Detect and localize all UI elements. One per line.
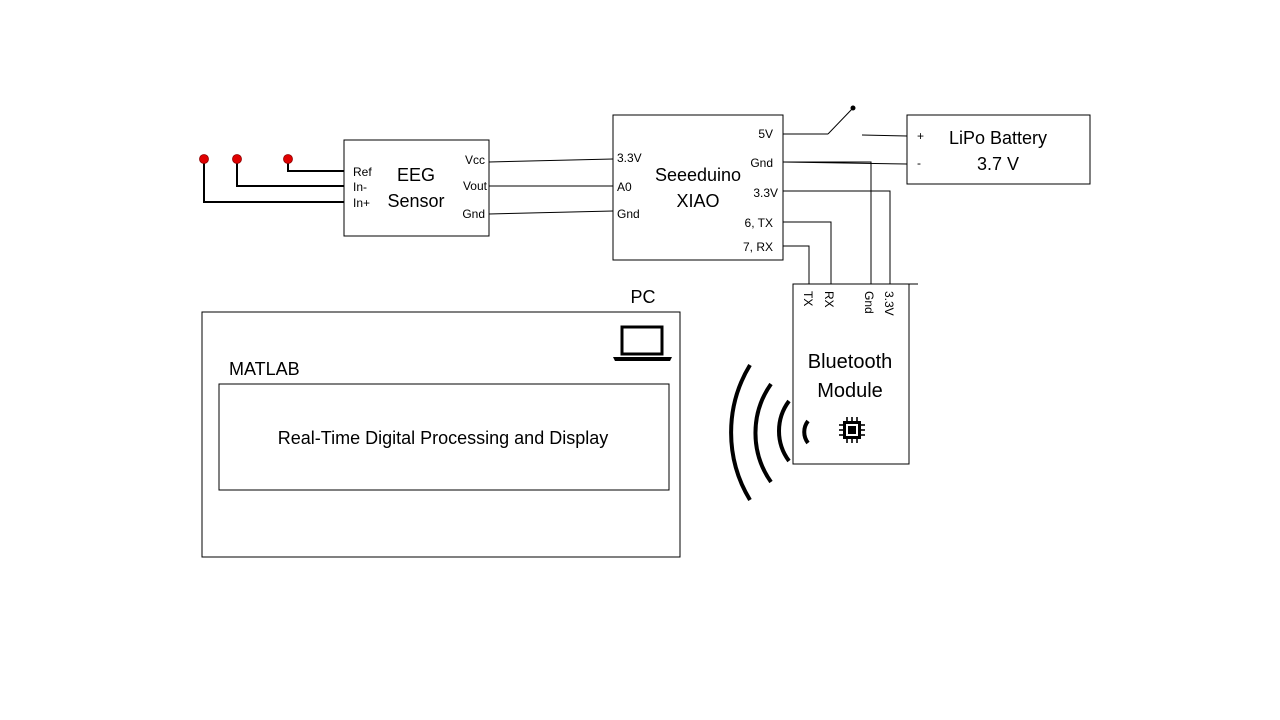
battery-title: LiPo Battery <box>949 128 1047 148</box>
lead-in-plus <box>203 159 345 203</box>
battery-plus-label: + <box>917 129 924 143</box>
wireless-signal-icon <box>729 363 810 502</box>
pc-label: PC <box>630 287 655 307</box>
bluetooth-title-1: Bluetooth <box>808 351 893 373</box>
signal-arc-4 <box>729 363 752 502</box>
bluetooth-block: TX RX Gnd 3.3V Bluetooth Module <box>792 283 918 465</box>
electrode-in-minus <box>232 154 242 164</box>
eeg-pin-vcc: Vcc <box>465 153 485 167</box>
wire-gnd-gnd <box>488 210 614 215</box>
power-switch <box>783 105 908 137</box>
sensor-mcu-wires <box>488 158 614 215</box>
bt-pin-rx: RX <box>822 291 836 308</box>
signal-arc-1 <box>802 419 810 445</box>
wire-rx-bt-tx <box>783 245 810 284</box>
electrode-leads <box>199 154 345 203</box>
battery-block: + - LiPo Battery 3.7 V <box>906 114 1091 185</box>
mcu-pin-gnd-right: Gnd <box>750 156 773 170</box>
bluetooth-title-2: Module <box>817 380 883 402</box>
signal-arc-2 <box>777 399 791 463</box>
electrode-in-plus <box>199 154 209 164</box>
eeg-pin-ref: Ref <box>353 165 372 179</box>
signal-arc-3 <box>753 382 773 484</box>
laptop-icon <box>613 325 672 361</box>
wire-gnd-bt-gnd <box>783 161 872 284</box>
mcu-bluetooth-wires <box>782 161 908 284</box>
switch-lever <box>827 107 854 135</box>
mcu-pin-gnd-left: Gnd <box>617 207 640 221</box>
eeg-sensor-block: EEG Sensor Ref In- In+ Vcc Vout Gnd <box>343 139 490 237</box>
eeg-pin-gnd: Gnd <box>462 207 485 221</box>
eeg-pin-vout: Vout <box>463 179 488 193</box>
pc-block: PC MATLAB Real-Time Digital Processing a… <box>201 287 681 558</box>
mcu-block: Seeeduino XIAO 3.3V A0 Gnd 5V Gnd 3.3V 6… <box>612 114 784 261</box>
battery-voltage: 3.7 V <box>977 154 1019 174</box>
mcu-title-1: Seeeduino <box>655 165 741 185</box>
battery-minus-label: - <box>917 156 921 170</box>
wire-tx-bt-rx <box>783 221 832 284</box>
wire-3v3-bt-3v3 <box>783 190 891 284</box>
processing-box <box>218 383 670 491</box>
lead-ref <box>287 159 345 172</box>
battery-box <box>906 114 1091 185</box>
eeg-pin-in-plus: In+ <box>353 196 370 210</box>
switch-pivot <box>850 105 856 111</box>
mcu-pin-3v3-right: 3.3V <box>753 186 778 200</box>
processing-label: Real-Time Digital Processing and Display <box>278 428 608 448</box>
eeg-sensor-title-1: EEG <box>397 165 435 185</box>
mcu-pin-rx: 7, RX <box>743 240 773 254</box>
eeg-sensor-box <box>343 139 490 237</box>
eeg-pin-in-minus: In- <box>353 180 367 194</box>
eeg-sensor-title-2: Sensor <box>387 191 444 211</box>
bt-pin-gnd: Gnd <box>862 291 876 314</box>
wire-switch-battery-plus <box>861 134 908 137</box>
bt-pin-3v3: 3.3V <box>882 291 896 316</box>
matlab-label: MATLAB <box>229 359 300 379</box>
mcu-title-2: XIAO <box>676 191 719 211</box>
mcu-pin-3v3-left: 3.3V <box>617 151 642 165</box>
chip-icon <box>839 417 865 443</box>
lead-in-minus <box>236 159 345 187</box>
electrode-ref <box>283 154 293 164</box>
bt-pin-tx: TX <box>801 291 815 306</box>
mcu-pin-tx: 6, TX <box>745 216 773 230</box>
mcu-pin-a0: A0 <box>617 180 632 194</box>
mcu-pin-5v: 5V <box>758 127 773 141</box>
mcu-box <box>612 114 784 261</box>
wire-vcc-3v3 <box>488 158 614 163</box>
